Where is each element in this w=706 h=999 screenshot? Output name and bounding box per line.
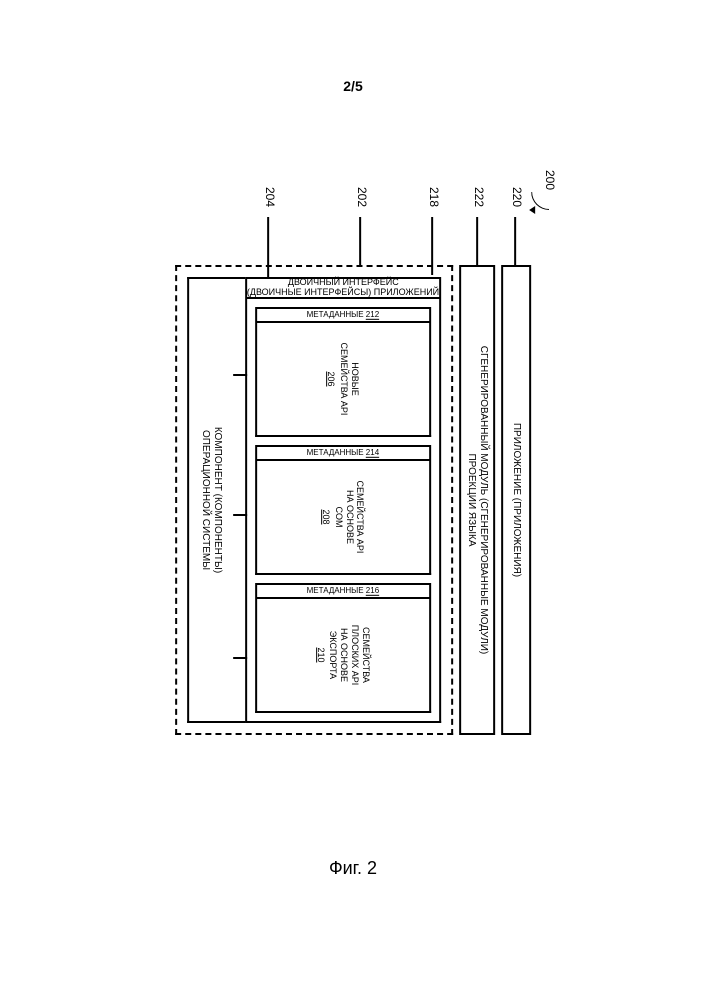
box-modules: СГЕНЕРИРОВАННЫЙ МОДУЛЬ (СГЕНЕРИРОВАННЫЕ … (459, 265, 495, 735)
api-com: СЕМЕЙСТВА API НА ОСНОВЕ COM 208 (255, 461, 431, 575)
api-group-com: МЕТАДАННЫЕ 214 СЕМЕЙСТВА API НА ОСНОВЕ C… (255, 445, 431, 575)
diagram-container: 200 220 222 218 202 204 ПРИЛОЖЕНИЕ (ПРИ (175, 180, 531, 820)
figure-label: Фиг. 2 (329, 858, 377, 879)
meta-214: МЕТАДАННЫЕ 214 (255, 445, 431, 461)
ref-204: 204 (263, 187, 277, 207)
label-binary: ДВОИЧНЫЙ ИНТЕРФЕЙС (ДВОИЧНЫЕ ИНТЕРФЕЙСЫ)… (247, 278, 439, 298)
page-number: 2/5 (343, 78, 362, 94)
inner-stack: ДВОИЧНЫЙ ИНТЕРФЕЙС (ДВОИЧНЫЕ ИНТЕРФЕЙСЫ)… (187, 277, 441, 723)
box-os: КОМПОНЕНТ (КОМПОНЕНТЫ) ОПЕРАЦИОННОЙ СИСТ… (187, 277, 245, 723)
page: 2/5 200 220 222 218 202 204 (0, 0, 706, 999)
api-row: МЕТАДАННЫЕ 212 НОВЫЕ СЕМЕЙСТВА API 206 (245, 299, 441, 723)
label-modules-l1: СГЕНЕРИРОВАННЫЙ МОДУЛЬ (СГЕНЕРИРОВАННЫЕ … (477, 345, 489, 654)
ref-202: 202 (355, 187, 369, 207)
label-os-l2: ОПЕРАЦИОННОЙ СИСТЕМЫ (200, 429, 211, 569)
dashed-group: ДВОИЧНЫЙ ИНТЕРФЕЙС (ДВОИЧНЫЕ ИНТЕРФЕЙСЫ)… (175, 265, 453, 735)
ref-222: 222 (472, 187, 486, 207)
meta-212: МЕТАДАННЫЕ 212 (255, 307, 431, 323)
api-flat: СЕМЕЙСТВА ПЛОСКИХ API НА ОСНОВЕ ЭКСПОРТА… (255, 599, 431, 713)
stack: 220 222 218 202 204 ПРИЛОЖЕНИЕ (ПРИЛОЖЕН… (175, 265, 531, 735)
box-apps: ПРИЛОЖЕНИЕ (ПРИЛОЖЕНИЯ) (501, 265, 531, 735)
ref-220: 220 (510, 187, 524, 207)
row-binary-api: ДВОИЧНЫЙ ИНТЕРФЕЙС (ДВОИЧНЫЕ ИНТЕРФЕЙСЫ)… (245, 277, 441, 723)
diagram: 200 220 222 218 202 204 ПРИЛОЖЕНИЕ (ПРИ (175, 180, 531, 820)
label-apps: ПРИЛОЖЕНИЕ (ПРИЛОЖЕНИЯ) (510, 422, 522, 576)
ref-200-num: 200 (543, 170, 557, 190)
box-binary-title: ДВОИЧНЫЙ ИНТЕРФЕЙС (ДВОИЧНЫЕ ИНТЕРФЕЙСЫ)… (245, 277, 441, 299)
ref-200: 200 (541, 170, 559, 190)
ref-218: 218 (427, 187, 441, 207)
meta-216: МЕТАДАННЫЕ 216 (255, 583, 431, 599)
api-new: НОВЫЕ СЕМЕЙСТВА API 206 (255, 323, 431, 437)
api-group-new: МЕТАДАННЫЕ 212 НОВЫЕ СЕМЕЙСТВА API 206 (255, 307, 431, 437)
label-os-l1: КОМПОНЕНТ (КОМПОНЕНТЫ) (212, 426, 223, 572)
api-group-flat: МЕТАДАННЫЕ 216 СЕМЕЙСТВА ПЛОСКИХ API НА … (255, 583, 431, 713)
label-modules-l2: ПРОЕКЦИИ ЯЗЫКА (465, 453, 477, 546)
